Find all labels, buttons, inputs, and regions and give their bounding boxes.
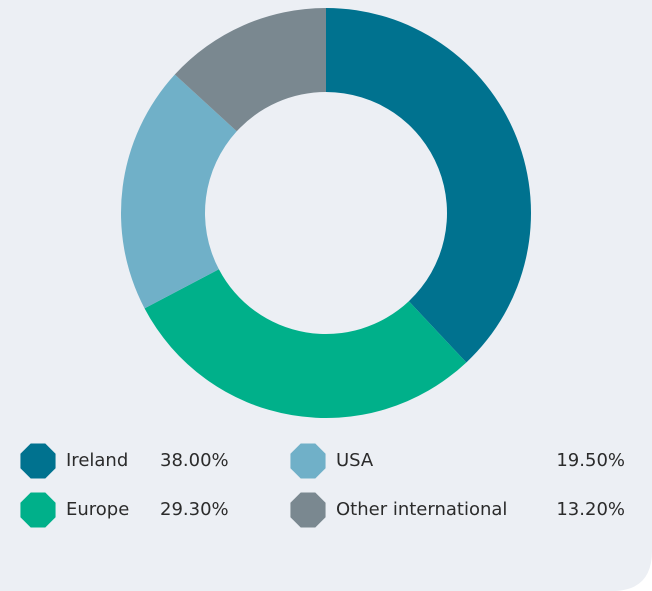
legend-label: USA (336, 450, 374, 471)
legend-value: 29.30% (160, 499, 229, 520)
legend-value: 13.20% (556, 499, 625, 520)
donut-slice (326, 8, 531, 363)
donut-slice (121, 74, 237, 309)
legend-label: Other international (336, 499, 507, 520)
donut-slice (144, 269, 467, 418)
legend-swatch (20, 492, 56, 528)
legend-value: 38.00% (160, 450, 229, 471)
legend-label: Europe (66, 499, 129, 520)
legend-value: 19.50% (556, 450, 625, 471)
legend-swatch (290, 492, 326, 528)
legend-swatch (20, 443, 56, 479)
donut-slice (174, 8, 326, 132)
legend-label: Ireland (66, 450, 128, 471)
legend-swatch (290, 443, 326, 479)
